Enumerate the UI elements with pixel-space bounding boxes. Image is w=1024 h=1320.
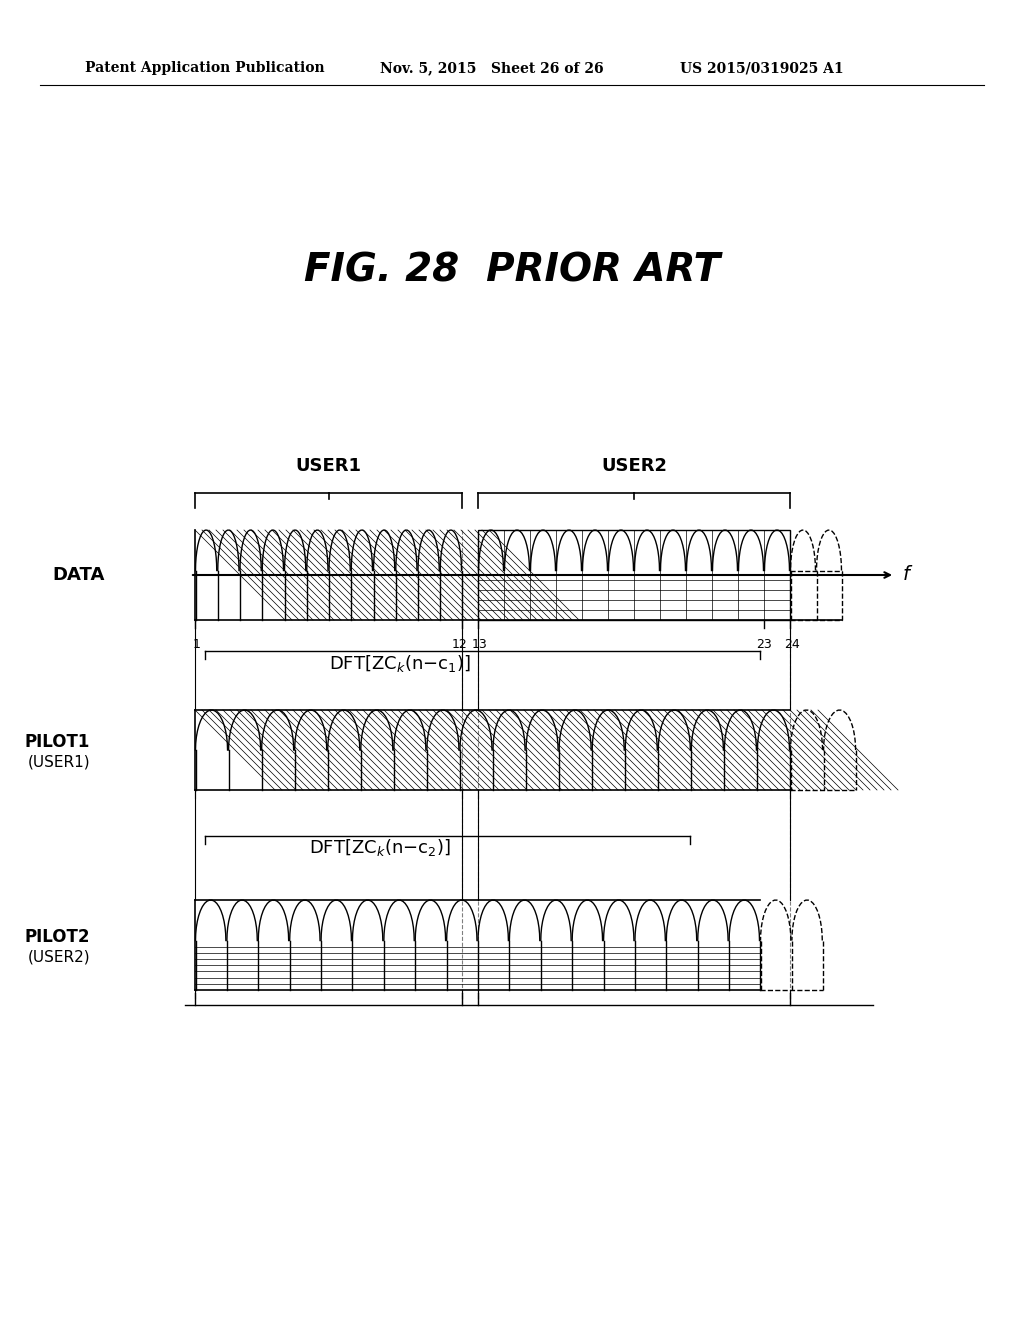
Bar: [478, 531, 790, 620]
Text: Nov. 5, 2015   Sheet 26 of 26: Nov. 5, 2015 Sheet 26 of 26: [380, 61, 603, 75]
Text: DFT[ZC$_k$(n$-$c$_1$)]: DFT[ZC$_k$(n$-$c$_1$)]: [329, 652, 471, 673]
Text: f: f: [903, 565, 910, 585]
Text: USER1: USER1: [296, 457, 361, 475]
Text: 12: 12: [453, 638, 468, 651]
Text: USER2: USER2: [601, 457, 667, 475]
Text: DATA: DATA: [52, 566, 105, 583]
Text: Patent Application Publication: Patent Application Publication: [85, 61, 325, 75]
Text: (USER1): (USER1): [28, 755, 90, 770]
Text: US 2015/0319025 A1: US 2015/0319025 A1: [680, 61, 844, 75]
Text: PILOT2: PILOT2: [25, 928, 90, 946]
Text: 1: 1: [194, 638, 201, 651]
Text: FIG. 28  PRIOR ART: FIG. 28 PRIOR ART: [304, 251, 720, 289]
Text: 23: 23: [756, 638, 772, 651]
Text: PILOT1: PILOT1: [25, 733, 90, 751]
Text: 24: 24: [784, 638, 800, 651]
Text: (USER2): (USER2): [28, 949, 90, 965]
Text: 13: 13: [472, 638, 487, 651]
Text: DFT[ZC$_k$(n$-$c$_2$)]: DFT[ZC$_k$(n$-$c$_2$)]: [309, 837, 451, 858]
